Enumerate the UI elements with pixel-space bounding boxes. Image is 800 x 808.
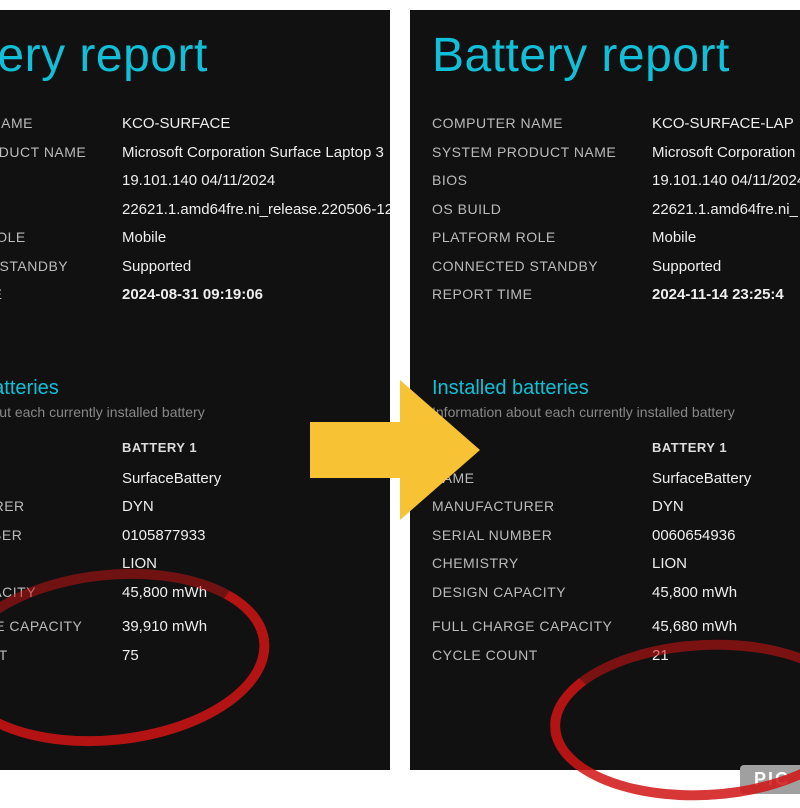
value-bat-manufacturer: DYN bbox=[652, 493, 684, 522]
label-standby: CONNECTED STANDBY bbox=[0, 256, 122, 279]
label-bat-design: DESIGN CAPACITY bbox=[432, 579, 652, 608]
page-title: Battery report bbox=[0, 10, 390, 93]
sys-row-os-build: OS BUILD 22621.1.amd64fre.ni_release.220… bbox=[0, 199, 390, 222]
bat-row-chemistry: CHEMISTRY LION bbox=[0, 550, 390, 579]
sys-row-product-name: SYSTEM PRODUCT NAME Microsoft Corporatio… bbox=[0, 142, 390, 165]
sys-row-platform-role: PLATFORM ROLE Mobile bbox=[432, 227, 800, 250]
bat-row-chemistry: CHEMISTRY LION bbox=[410, 550, 800, 579]
value-bat-cycle: 75 bbox=[122, 642, 139, 671]
label-computer-name: COMPUTER NAME bbox=[0, 113, 122, 136]
bat-row-full-charge: FULL CHARGE CAPACITY 45,680 mWh bbox=[410, 613, 800, 642]
label-bat-full: FULL CHARGE CAPACITY bbox=[432, 613, 652, 642]
page-title: Battery report bbox=[432, 10, 800, 93]
bat-row-cycle-count: CYCLE COUNT 21 bbox=[410, 642, 800, 671]
label-computer-name: COMPUTER NAME bbox=[432, 113, 652, 136]
bat-row-full-charge: FULL CHARGE CAPACITY 39,910 mWh bbox=[0, 613, 390, 642]
label-os-build: OS BUILD bbox=[0, 199, 122, 222]
value-product-name: Microsoft Corporation Surface Laptop 3 bbox=[122, 142, 384, 165]
value-bat-manufacturer: DYN bbox=[122, 493, 154, 522]
bat-row-serial: SERIAL NUMBER 0105877933 bbox=[0, 522, 390, 551]
sys-row-computer-name: COMPUTER NAME KCO-SURFACE bbox=[0, 113, 390, 136]
value-bat-cycle: 21 bbox=[652, 642, 669, 671]
value-bat-design: 45,800 mWh bbox=[652, 579, 737, 608]
value-bat-full: 45,680 mWh bbox=[652, 613, 737, 642]
value-standby: Supported bbox=[652, 256, 721, 279]
value-os-build: 22621.1.amd64fre.ni_release.220506-1250 bbox=[122, 199, 390, 222]
bat-row-design-capacity: DESIGN CAPACITY 45,800 mWh bbox=[410, 579, 800, 608]
label-bat-cycle: CYCLE COUNT bbox=[432, 642, 652, 671]
value-bat-chemistry: LION bbox=[652, 550, 687, 579]
bat-row-design-capacity: DESIGN CAPACITY 45,800 mWh bbox=[0, 579, 390, 608]
watermark-badge: PIC bbox=[740, 765, 800, 794]
value-os-build: 22621.1.amd64fre.ni_ bbox=[652, 199, 798, 222]
label-bat-serial: SERIAL NUMBER bbox=[432, 522, 652, 551]
sys-row-report-time: REPORT TIME 2024-08-31 09:19:06 bbox=[0, 284, 390, 307]
arrow-stem bbox=[310, 422, 405, 478]
label-product-name: SYSTEM PRODUCT NAME bbox=[432, 142, 652, 165]
sys-row-os-build: OS BUILD 22621.1.amd64fre.ni_ bbox=[432, 199, 800, 222]
sys-row-bios: BIOS 19.101.140 04/11/2024 bbox=[432, 170, 800, 193]
arrow-head bbox=[400, 380, 480, 520]
value-platform-role: Mobile bbox=[652, 227, 696, 250]
value-platform-role: Mobile bbox=[122, 227, 166, 250]
value-bat-name: SurfaceBattery bbox=[122, 465, 221, 494]
system-info-table: COMPUTER NAME KCO-SURFACE-LAP SYSTEM PRO… bbox=[410, 113, 800, 307]
label-bios: BIOS bbox=[0, 170, 122, 193]
value-bat-design: 45,800 mWh bbox=[122, 579, 207, 608]
bat-row-cycle-count: CYCLE COUNT 75 bbox=[0, 642, 390, 671]
sys-row-bios: BIOS 19.101.140 04/11/2024 bbox=[0, 170, 390, 193]
label-report-time: REPORT TIME bbox=[432, 284, 652, 307]
value-report-time: 2024-08-31 09:19:06 bbox=[122, 284, 263, 307]
label-bios: BIOS bbox=[432, 170, 652, 193]
sys-row-platform-role: PLATFORM ROLE Mobile bbox=[0, 227, 390, 250]
label-report-time: REPORT TIME bbox=[0, 284, 122, 307]
value-bios: 19.101.140 04/11/2024 bbox=[122, 170, 275, 193]
sys-row-standby: CONNECTED STANDBY Supported bbox=[432, 256, 800, 279]
sys-row-product-name: SYSTEM PRODUCT NAME Microsoft Corporatio… bbox=[432, 142, 800, 165]
value-computer-name: KCO-SURFACE-LAP bbox=[652, 113, 794, 136]
label-bat-cycle: CYCLE COUNT bbox=[0, 642, 122, 671]
sys-row-report-time: REPORT TIME 2024-11-14 23:25:4 bbox=[432, 284, 800, 307]
label-bat-chemistry: CHEMISTRY bbox=[0, 550, 122, 579]
value-standby: Supported bbox=[122, 256, 191, 279]
label-os-build: OS BUILD bbox=[432, 199, 652, 222]
system-info-table: COMPUTER NAME KCO-SURFACE SYSTEM PRODUCT… bbox=[0, 113, 390, 307]
label-bat-name: NAME bbox=[0, 465, 122, 494]
value-bat-full: 39,910 mWh bbox=[122, 613, 207, 642]
label-platform-role: PLATFORM ROLE bbox=[0, 227, 122, 250]
label-bat-chemistry: CHEMISTRY bbox=[432, 550, 652, 579]
label-standby: CONNECTED STANDBY bbox=[432, 256, 652, 279]
value-bat-chemistry: LION bbox=[122, 550, 157, 579]
value-bios: 19.101.140 04/11/2024 bbox=[652, 170, 800, 193]
value-report-time: 2024-11-14 23:25:4 bbox=[652, 284, 784, 307]
label-bat-manufacturer: MANUFACTURER bbox=[0, 493, 122, 522]
label-platform-role: PLATFORM ROLE bbox=[432, 227, 652, 250]
sys-row-standby: CONNECTED STANDBY Supported bbox=[0, 256, 390, 279]
label-bat-full: FULL CHARGE CAPACITY bbox=[0, 613, 122, 642]
sys-row-computer-name: COMPUTER NAME KCO-SURFACE-LAP bbox=[432, 113, 800, 136]
bat-row-serial: SERIAL NUMBER 0060654936 bbox=[410, 522, 800, 551]
value-computer-name: KCO-SURFACE bbox=[122, 113, 230, 136]
value-product-name: Microsoft Corporation bbox=[652, 142, 795, 165]
arrow-right-icon bbox=[310, 380, 490, 520]
value-bat-serial: 0105877933 bbox=[122, 522, 205, 551]
label-product-name: SYSTEM PRODUCT NAME bbox=[0, 142, 122, 165]
value-bat-name: SurfaceBattery bbox=[652, 465, 751, 494]
battery-column-header: BATTERY 1 bbox=[652, 440, 800, 455]
label-bat-serial: SERIAL NUMBER bbox=[0, 522, 122, 551]
value-bat-serial: 0060654936 bbox=[652, 522, 735, 551]
label-bat-design: DESIGN CAPACITY bbox=[0, 579, 122, 608]
